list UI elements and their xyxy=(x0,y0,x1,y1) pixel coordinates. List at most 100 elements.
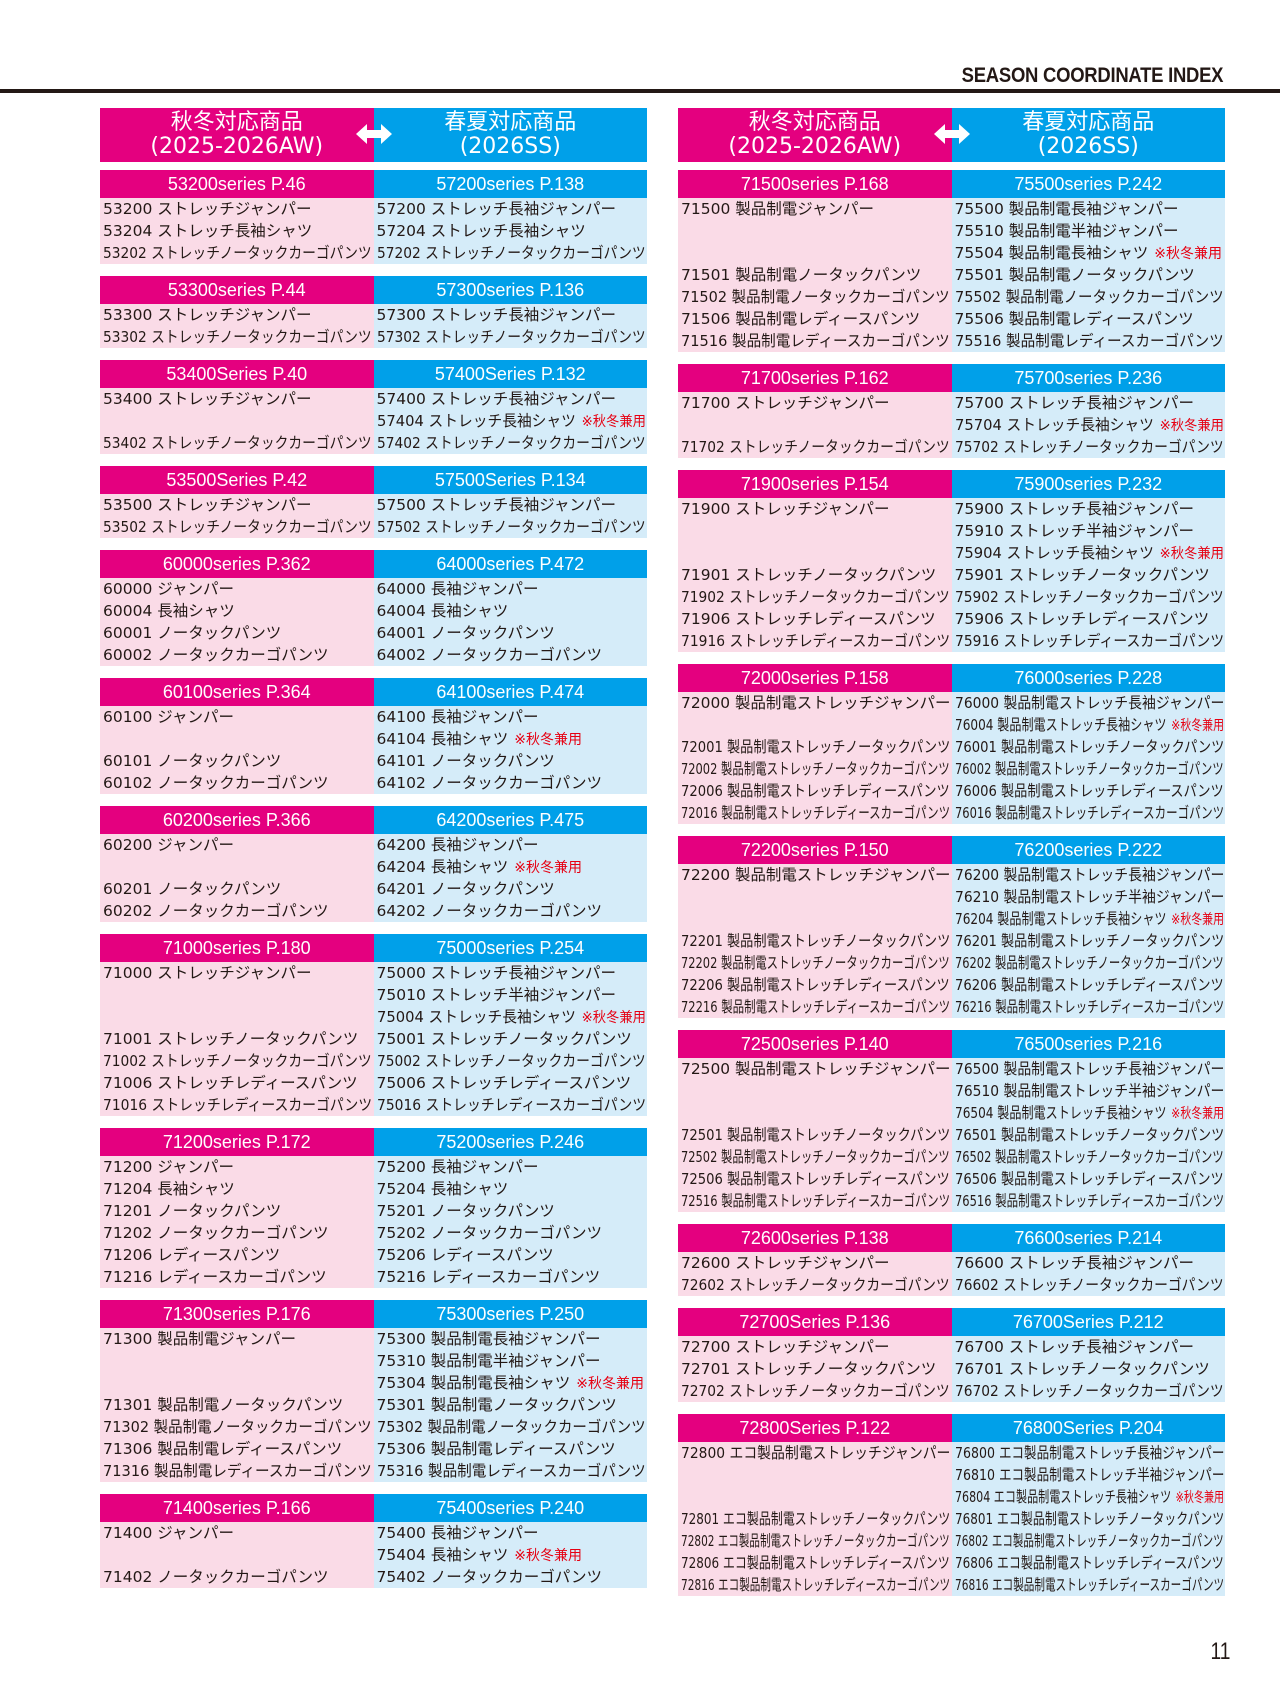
item-cell xyxy=(100,1350,374,1372)
item-cell: 60202 ノータックカーゴパンツ xyxy=(100,900,374,922)
item-name: 76600 ストレッチ長袖ジャンパー xyxy=(954,1254,1194,1272)
item-wrap: 75906 ストレッチレディースパンツ xyxy=(955,608,1210,630)
item-wrap: 76504 製品制電ストレッチ長袖シャツ ※秋冬兼用 xyxy=(955,1102,1224,1124)
series-items: 71200 ジャンパー 71204 長袖シャツ 71201 ノータックパンツ 7120… xyxy=(100,1156,647,1292)
series-group: 60100series P.364 64100series P.474 60100 … xyxy=(100,678,647,798)
item-name: 64204 長袖シャツ xyxy=(376,858,509,876)
aw-items: 72000 製品制電ストレッチジャンパー 72001 製品制電ストレッチノータック… xyxy=(678,692,952,824)
item-cell: 75402 ノータックカーゴパンツ xyxy=(374,1566,648,1588)
item-cell: 72001 製品制電ストレッチノータックパンツ xyxy=(678,736,952,758)
item-cell: 71202 ノータックカーゴパンツ xyxy=(100,1222,374,1244)
item-cell: 76202 製品制電ストレッチノータックカーゴパンツ xyxy=(952,952,1226,974)
aw-items: 72800 エコ製品制電ストレッチジャンパー 72801 エコ製品制電ストレッチノ… xyxy=(678,1442,952,1596)
item-name: 71900 ストレッチジャンパー xyxy=(681,500,890,518)
item-cell: 57302 ストレッチノータックカーゴパンツ xyxy=(374,326,648,348)
item-wrap: 75500 製品制電長袖ジャンパー xyxy=(955,198,1179,220)
item-name: 72801 エコ製品制電ストレッチノータックパンツ xyxy=(681,1510,951,1528)
series-bar: 60100series P.364 64100series P.474 xyxy=(100,678,647,706)
series-items: 71500 製品制電ジャンパー 71501 製品制電ノータックパンツ 71502 製… xyxy=(678,198,1225,356)
ss-series-label: 76600series P.214 xyxy=(951,1224,1225,1252)
item-name: 71216 レディースカーゴパンツ xyxy=(103,1268,327,1286)
item-name: 71002 ストレッチノータックカーゴパンツ xyxy=(103,1052,372,1070)
item-cell: 76206 製品制電ストレッチレディースパンツ xyxy=(952,974,1226,996)
item-wrap: 76602 ストレッチノータックカーゴパンツ xyxy=(955,1274,1224,1296)
item-name: 76000 製品制電ストレッチ長袖ジャンパー xyxy=(954,694,1224,712)
item-cell: 64202 ノータックカーゴパンツ xyxy=(374,900,648,922)
item-wrap: 75010 ストレッチ半袖ジャンパー xyxy=(377,984,616,1006)
item-name: 76216 製品制電ストレッチレディースカーゴパンツ xyxy=(954,998,1224,1016)
item-cell: 64201 ノータックパンツ xyxy=(374,878,648,900)
item-cell xyxy=(100,1372,374,1394)
item-wrap: 75301 製品制電ノータックパンツ xyxy=(377,1394,617,1416)
ss-series-label: 76800Series P.204 xyxy=(951,1414,1225,1442)
item-name: 75400 長袖ジャンパー xyxy=(376,1524,539,1542)
item-cell: 76216 製品制電ストレッチレディースカーゴパンツ xyxy=(952,996,1226,1018)
item-name: 76006 製品制電ストレッチレディースパンツ xyxy=(954,782,1224,800)
ss-series-label: 76200series P.222 xyxy=(951,836,1225,864)
item-cell: 71901 ストレッチノータックパンツ xyxy=(678,564,952,586)
item-wrap: 76506 製品制電ストレッチレディースパンツ xyxy=(955,1168,1224,1190)
item-cell: 76602 ストレッチノータックカーゴパンツ xyxy=(952,1274,1226,1296)
item-wrap: 75900 ストレッチ長袖ジャンパー xyxy=(955,498,1194,520)
item-wrap: 75904 ストレッチ長袖シャツ ※秋冬兼用 xyxy=(955,542,1224,564)
item-wrap: 75516 製品制電レディースカーゴパンツ xyxy=(955,330,1224,352)
item-cell: 75910 ストレッチ半袖ジャンパー xyxy=(952,520,1226,542)
item-wrap: 57502 ストレッチノータックカーゴパンツ xyxy=(377,516,646,538)
item-name: 75700 ストレッチ長袖ジャンパー xyxy=(954,394,1194,412)
item-cell: 76006 製品制電ストレッチレディースパンツ xyxy=(952,780,1226,802)
series-items: 60000 ジャンパー 60004 長袖シャツ 60001 ノータックパンツ 6000… xyxy=(100,578,647,670)
aw-series-label: 60200series P.366 xyxy=(100,806,374,834)
item-cell: 72500 製品制電ストレッチジャンパー xyxy=(678,1058,952,1080)
aw-items: 72700 ストレッチジャンパー 72701 ストレッチノータックパンツ 72702… xyxy=(678,1336,952,1402)
item-cell: 76501 製品制電ストレッチノータックパンツ xyxy=(952,1124,1226,1146)
item-cell: 76210 製品制電ストレッチ半袖ジャンパー xyxy=(952,886,1226,908)
item-cell: 64200 長袖ジャンパー xyxy=(374,834,648,856)
item-name: 57404 ストレッチ長袖シャツ xyxy=(376,412,576,430)
item-name: 71200 ジャンパー xyxy=(103,1158,234,1176)
item-wrap: 75206 レディースパンツ xyxy=(377,1244,554,1266)
item-name: 72202 製品制電ストレッチノータックカーゴパンツ xyxy=(681,954,950,972)
item-wrap: 64104 長袖シャツ ※秋冬兼用 xyxy=(377,728,582,750)
item-cell: 76001 製品制電ストレッチノータックパンツ xyxy=(952,736,1226,758)
item-name: 72000 製品制電ストレッチジャンパー xyxy=(681,694,951,712)
ss-series-label: 76000series P.228 xyxy=(951,664,1225,692)
aw-items: 53500 ストレッチジャンパー 53502 ストレッチノータックカーゴパンツ xyxy=(100,494,374,538)
item-name: 75702 ストレッチノータックカーゴパンツ xyxy=(954,438,1224,456)
item-name: 71206 レディースパンツ xyxy=(103,1246,281,1264)
dual-season-note: ※秋冬兼用 xyxy=(514,860,582,876)
item-wrap: 64200 長袖ジャンパー xyxy=(377,834,539,856)
item-wrap: 75200 長袖ジャンパー xyxy=(377,1156,539,1178)
item-cell: 72700 ストレッチジャンパー xyxy=(678,1336,952,1358)
item-name: 72516 製品制電ストレッチレディースカーゴパンツ xyxy=(681,1192,951,1210)
item-cell: 60100 ジャンパー xyxy=(100,706,374,728)
item-wrap: 75502 製品制電ノータックカーゴパンツ xyxy=(955,286,1224,308)
item-cell: 72201 製品制電ストレッチノータックパンツ xyxy=(678,930,952,952)
series-group: 53200series P.46 57200series P.138 53200 ス… xyxy=(100,170,647,268)
item-cell: 72002 製品制電ストレッチノータックカーゴパンツ xyxy=(678,758,952,780)
item-cell: 72000 製品制電ストレッチジャンパー xyxy=(678,692,952,714)
ss-subtitle: (2026SS) xyxy=(1037,134,1139,159)
item-wrap: 76516 製品制電ストレッチレディースカーゴパンツ xyxy=(955,1190,1224,1212)
item-name: 75006 ストレッチレディースパンツ xyxy=(376,1074,632,1092)
item-cell: 72701 ストレッチノータックパンツ xyxy=(678,1358,952,1380)
item-name: 71916 ストレッチレディースカーゴパンツ xyxy=(681,632,951,650)
ss-series-label: 57400Series P.132 xyxy=(373,360,647,388)
ss-items: 57500 ストレッチ長袖ジャンパー 57502 ストレッチノータックカーゴパンツ xyxy=(373,494,647,538)
column-header: 秋冬対応商品 (2025-2026AW) 春夏対応商品 (2026SS) xyxy=(678,108,1225,162)
item-cell: 72016 製品制電ストレッチレディースカーゴパンツ xyxy=(678,802,952,824)
series-group: 72000series P.158 76000series P.228 72000 … xyxy=(678,664,1225,828)
item-cell: 75206 レディースパンツ xyxy=(374,1244,648,1266)
item-cell: 64004 長袖シャツ xyxy=(374,600,648,622)
aw-items: 71900 ストレッチジャンパー 71901 ストレッチノータックパンツ 71902… xyxy=(678,498,952,652)
item-cell: 71400 ジャンパー xyxy=(100,1522,374,1544)
item-name: 72016 製品制電ストレッチレディースカーゴパンツ xyxy=(681,804,951,822)
item-cell xyxy=(678,414,952,436)
item-wrap: 75306 製品制電レディースパンツ xyxy=(377,1438,616,1460)
item-name: 76802 エコ製品制電ストレッチノータックカーゴパンツ xyxy=(954,1532,1224,1550)
item-name: 75916 ストレッチレディースカーゴパンツ xyxy=(954,632,1224,650)
item-name: 75200 長袖ジャンパー xyxy=(376,1158,539,1176)
item-wrap: 76600 ストレッチ長袖ジャンパー xyxy=(955,1252,1194,1274)
item-cell: 72206 製品制電ストレッチレディースパンツ xyxy=(678,974,952,996)
item-cell: 76506 製品制電ストレッチレディースパンツ xyxy=(952,1168,1226,1190)
index-panel-right: 秋冬対応商品 (2025-2026AW) 春夏対応商品 (2026SS) 71500se… xyxy=(678,108,1225,1608)
